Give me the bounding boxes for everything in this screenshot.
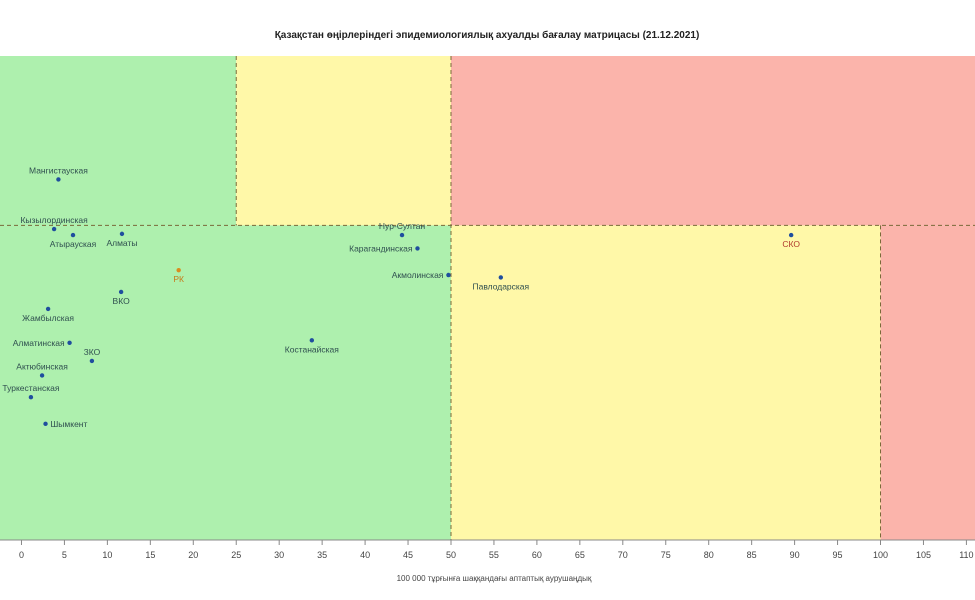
x-tick-label: 105 — [916, 550, 931, 560]
data-point — [51, 226, 57, 232]
x-tick-label: 45 — [403, 550, 413, 560]
data-point — [56, 177, 61, 182]
data-point-label: Мангистауская — [29, 165, 88, 175]
x-tick-label: 5 — [62, 550, 67, 560]
x-tick-label: 0 — [19, 550, 24, 560]
data-point-label: СКО — [782, 239, 800, 249]
x-axis: 0 5 10 15 20 25 30 35 40 45 50 55 60 65 70 75 80 85 90 95 10… — [0, 539, 975, 560]
x-tick-label: 60 — [532, 550, 542, 560]
x-tick-label: 85 — [747, 550, 757, 560]
data-point-label: Шымкент — [51, 419, 88, 429]
zone-dividers — [0, 56, 975, 540]
zone-rect-3 — [0, 225, 451, 540]
x-tick-label: 35 — [317, 550, 327, 560]
data-point — [309, 338, 315, 343]
data-point — [415, 246, 420, 251]
data-point-label: Актюбинская — [16, 361, 68, 371]
zone-rect-0 — [0, 56, 237, 226]
data-point-label: Кызылординская — [20, 215, 88, 225]
x-tick-label: 90 — [790, 550, 800, 560]
x-tick-label: 55 — [489, 550, 499, 560]
data-point-label: РК — [173, 274, 184, 284]
data-point-label: Карагандинская — [349, 243, 413, 253]
chart-title: Қазақстан өңірлеріндегі эпидемиологиялық… — [275, 29, 700, 41]
data-point-label: Костанайская — [285, 344, 340, 354]
data-point — [45, 306, 51, 312]
x-tick-label: 70 — [618, 550, 628, 560]
data-point — [498, 275, 504, 280]
data-point-label: Туркестанская — [2, 383, 59, 393]
data-point-label: ЗКО — [84, 347, 101, 357]
data-point — [446, 272, 451, 278]
x-tick-label: 75 — [661, 550, 671, 560]
x-tick-label: 40 — [360, 550, 370, 560]
data-point — [67, 340, 72, 345]
x-tick-label: 95 — [833, 550, 843, 560]
x-tick-label: 30 — [274, 550, 284, 560]
x-tick-label: 100 — [873, 550, 888, 560]
data-point-label: Павлодарская — [472, 281, 529, 291]
x-tick-label: 20 — [188, 550, 198, 560]
x-tick-label: 10 — [102, 550, 112, 560]
zone-rect-4 — [450, 225, 881, 540]
data-point — [39, 373, 45, 378]
data-point — [118, 289, 124, 295]
zone-rect-1 — [236, 56, 451, 226]
data-points: Мангистауская Кызылординская Атырауская Алм… — [2, 165, 800, 428]
x-tick-label: 110 — [959, 550, 973, 560]
risk-zones — [0, 56, 975, 540]
x-tick-label: 50 — [446, 550, 456, 560]
data-point — [176, 267, 181, 273]
data-point — [43, 421, 48, 427]
data-point — [399, 232, 405, 238]
x-tick-label: 80 — [704, 550, 714, 560]
data-point-label: Жамбылская — [22, 313, 74, 323]
data-point — [70, 232, 76, 238]
zone-rect-5 — [880, 225, 975, 540]
x-axis-label: 100 000 тұрғынға шаққандағы аптаптық аур… — [397, 574, 592, 583]
data-point — [788, 232, 794, 238]
data-point-label: Нур-Султан — [379, 221, 426, 231]
data-point — [119, 231, 125, 237]
data-point-label: Акмолинская — [392, 270, 444, 280]
data-point-label: Атырауская — [50, 239, 97, 249]
x-tick-label: 15 — [145, 550, 155, 560]
data-point-label: Алматинская — [13, 338, 65, 348]
data-point — [28, 395, 34, 400]
data-point-label: ВКО — [113, 296, 131, 306]
data-point-label: Алматы — [106, 238, 137, 248]
x-tick-label: 65 — [575, 550, 585, 560]
x-tick-label: 25 — [231, 550, 241, 560]
data-point — [89, 358, 95, 364]
zone-rect-2 — [450, 56, 975, 226]
